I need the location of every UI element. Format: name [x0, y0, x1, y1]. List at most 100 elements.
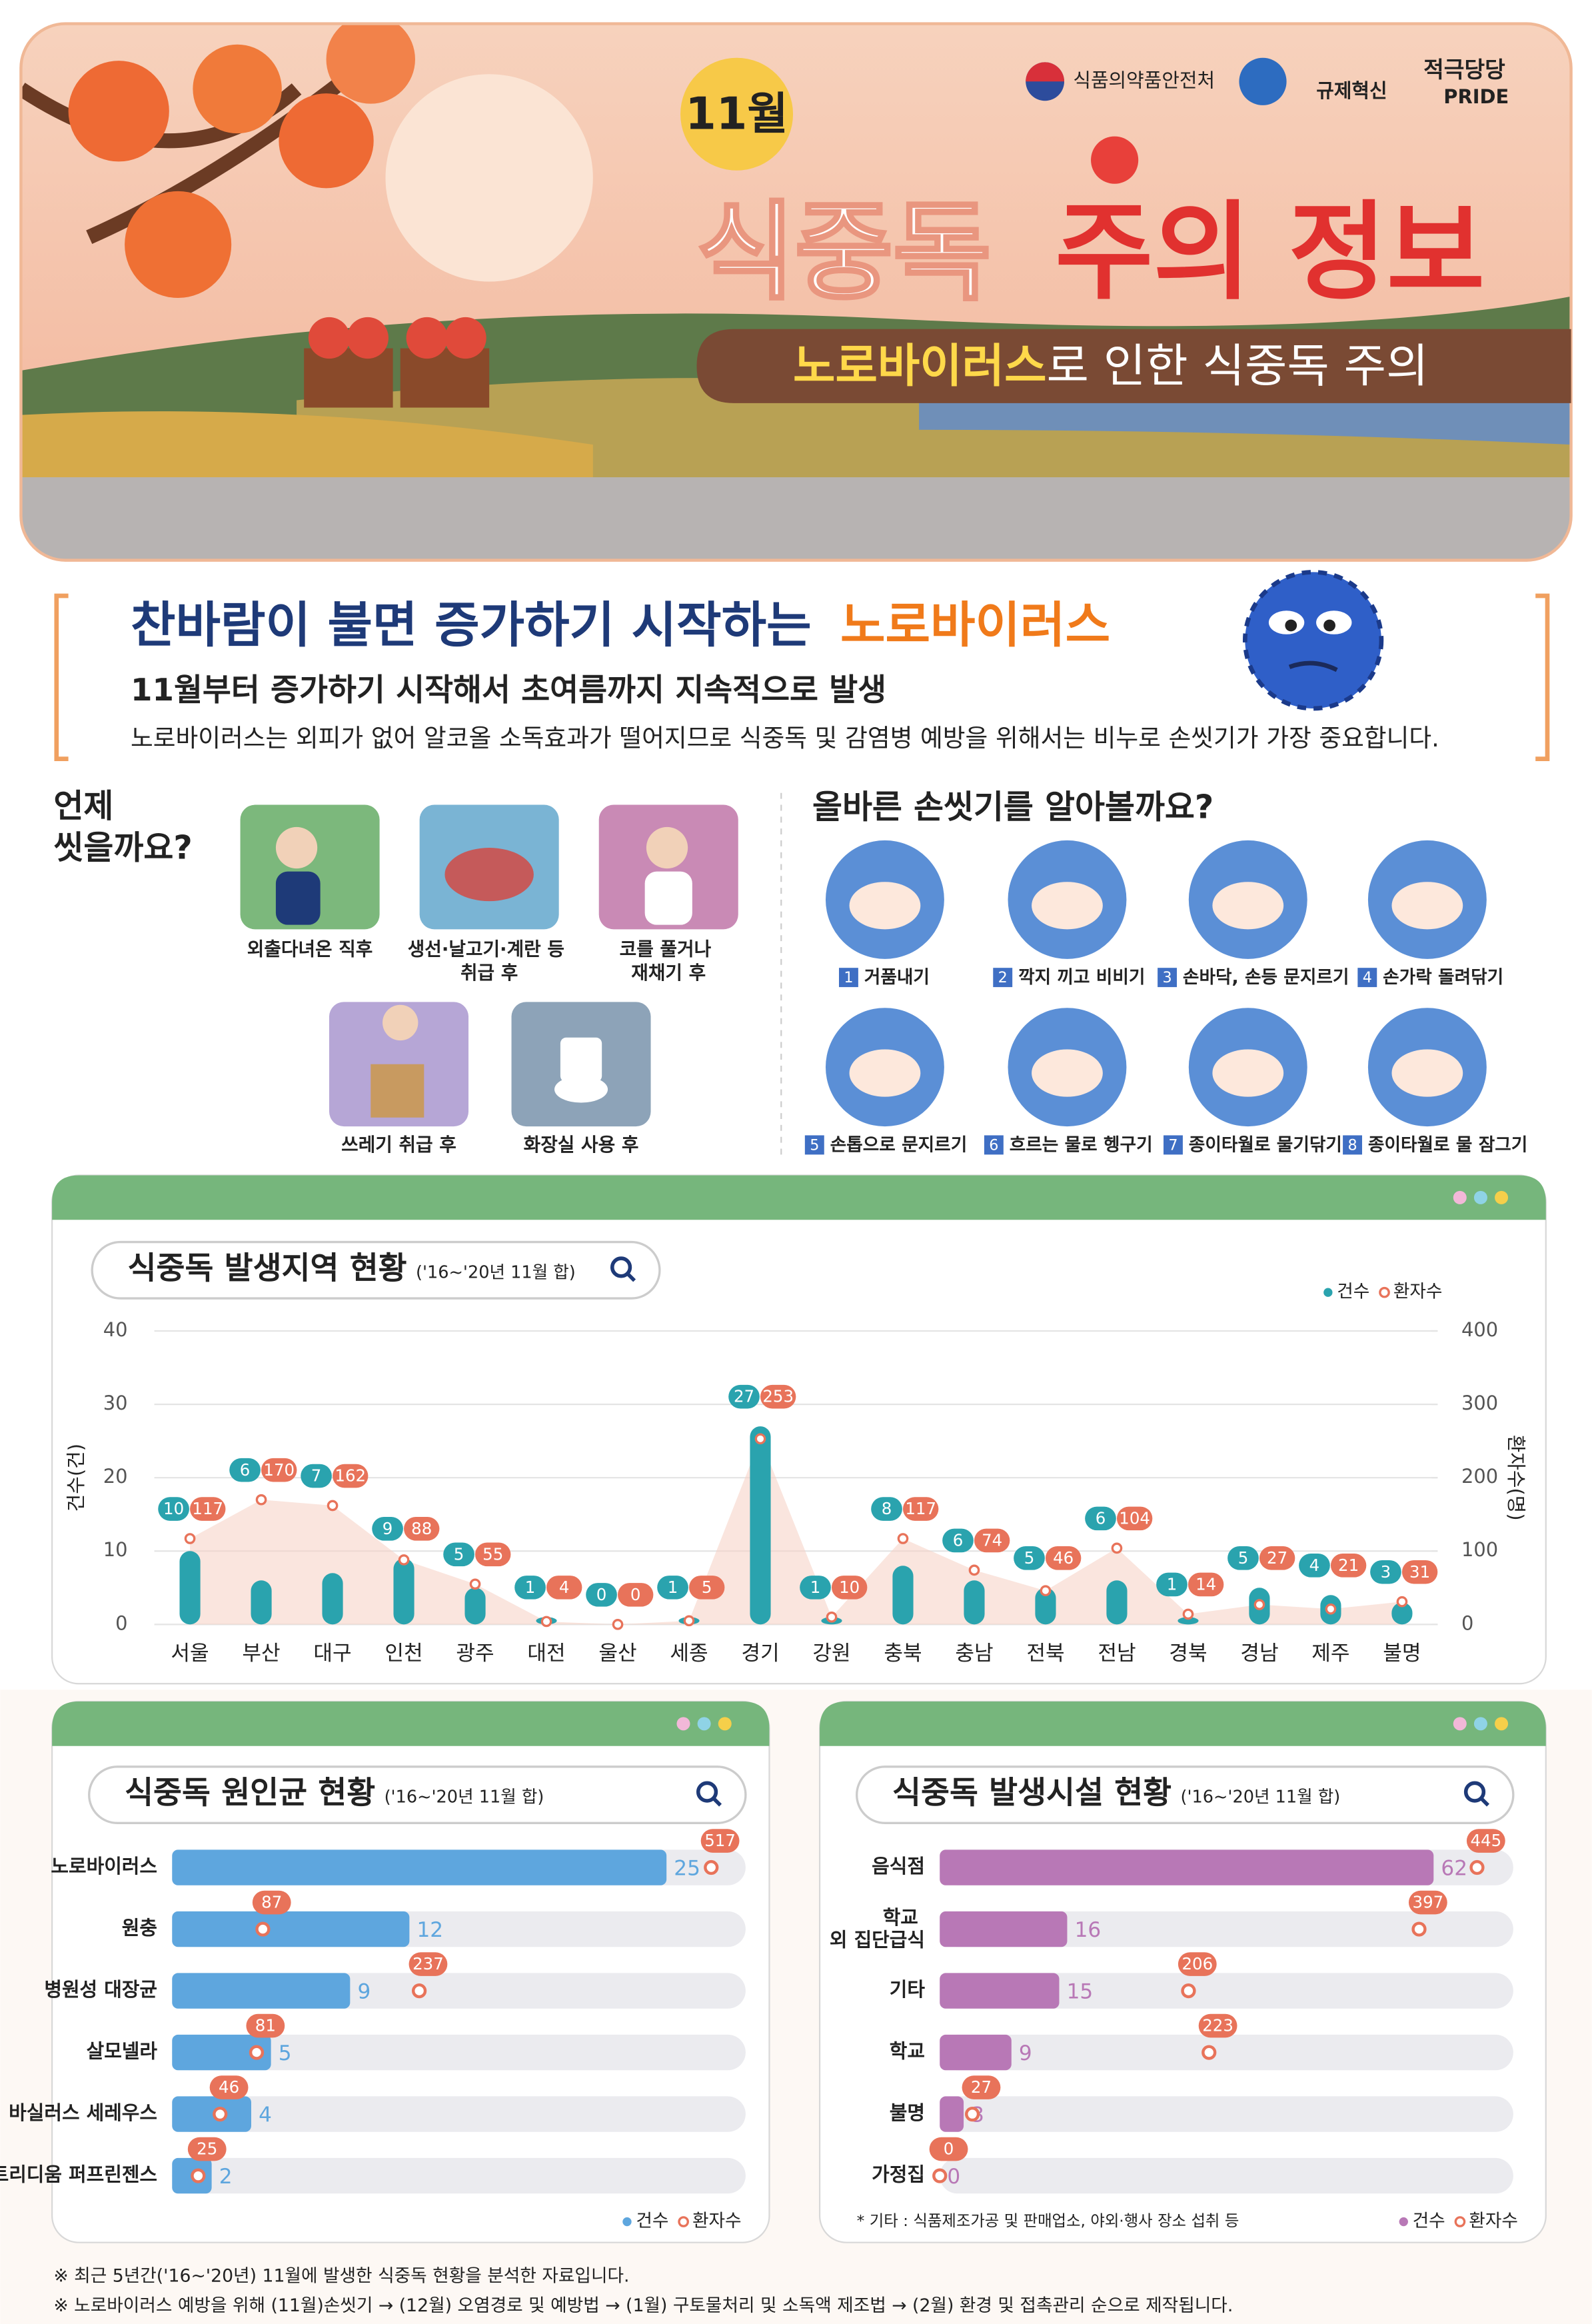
step-number-box: [804, 1135, 824, 1155]
value-label: 223: [1202, 2016, 1233, 2035]
handwash-title: 올바른 손씻기를 알아볼까요?: [812, 788, 1213, 826]
step-label: 손톱으로 문지르기: [830, 1135, 968, 1156]
intro-title-part: 찬바람이 불면 증가하기 시작하는: [131, 597, 812, 654]
patient-point: [327, 1500, 339, 1512]
legend-marker: [622, 2217, 632, 2227]
value-label: 31: [1409, 1562, 1430, 1582]
legend-label: 환자수: [1393, 1282, 1443, 1302]
patient-point: [1201, 2045, 1217, 2060]
value-label-bg: [1227, 1546, 1259, 1570]
search-pill: [91, 1240, 661, 1300]
y-tick-label: 0: [115, 1612, 127, 1634]
patient-point: [1253, 1599, 1265, 1610]
value-label-bg: [372, 1517, 403, 1541]
step-hands: [1391, 882, 1463, 930]
value-label: 25: [674, 1856, 700, 1880]
value-label-bg: [800, 1576, 831, 1600]
patient-point: [1325, 1603, 1337, 1615]
step-hands: [849, 1049, 921, 1097]
value-label-bg: [190, 1497, 226, 1521]
bar-track: [940, 2034, 1513, 2071]
value-label-bg: [1299, 1554, 1330, 1578]
patient-point: [184, 1533, 196, 1544]
virus-mascot: [1242, 570, 1384, 711]
bar: [179, 1551, 201, 1625]
value-label: 27: [971, 2077, 992, 2097]
value-label: 117: [192, 1499, 223, 1518]
bar-track: [172, 2096, 746, 2132]
step-label: 깍지 끼고 비비기: [1018, 967, 1145, 988]
value-label-bg: [404, 1517, 440, 1541]
step-hands: [1212, 1049, 1284, 1097]
value-label: 6: [953, 1531, 964, 1550]
bar: [1106, 1580, 1128, 1625]
patient-point: [965, 2106, 980, 2122]
y-tick-label: 클로스트리디움 퍼프린젠스: [0, 2163, 157, 2186]
logo: [1239, 57, 1287, 105]
step-hands: [1032, 1049, 1103, 1097]
x-tick-label: 대구: [313, 1642, 351, 1666]
step-label: 손가락 돌려닦기: [1383, 967, 1503, 988]
value-label: 27: [734, 1387, 754, 1406]
value-label-bg: [1014, 1546, 1045, 1570]
header-art: [21, 23, 1571, 561]
search-icon: [1479, 1796, 1490, 1807]
bar: [940, 1849, 1434, 1885]
card-dot: [1495, 1717, 1509, 1731]
y-tick-label: 기타: [890, 1978, 926, 2001]
card-dot: [1495, 1190, 1509, 1204]
patient-point: [897, 1533, 909, 1544]
bar: [172, 1849, 667, 1885]
card-dot: [1453, 1190, 1467, 1204]
value-label-bg: [209, 2075, 249, 2099]
x-tick-label: 불명: [1383, 1642, 1421, 1666]
y2-tick-label: 200: [1461, 1465, 1498, 1488]
card-dot: [676, 1717, 690, 1731]
bar: [464, 1588, 486, 1625]
bar: [322, 1573, 343, 1625]
patient-point: [1111, 1542, 1123, 1554]
value-label-bg: [514, 1576, 546, 1600]
legend-marker: [1454, 2216, 1466, 2227]
legend-label: 건수: [1337, 1282, 1369, 1302]
patient-point: [1396, 1596, 1408, 1608]
bar: [940, 1911, 1068, 1947]
value-label: 237: [412, 1954, 444, 1973]
value-label-bg: [929, 2137, 968, 2161]
step-label: 종이타월로 물기닦기: [1189, 1135, 1342, 1156]
chart-subtitle: ('16~'20년 11월 합): [385, 1787, 544, 1807]
patient-point: [968, 1564, 980, 1576]
chart-title: 식중독 원인균 현황: [125, 1775, 375, 1811]
value-label-bg: [1178, 1952, 1217, 1976]
value-label: 4: [559, 1578, 570, 1597]
step-number-box: [984, 1135, 1004, 1155]
y-tick-label: 30: [103, 1392, 128, 1414]
logo-text: PRIDE: [1443, 85, 1509, 108]
value-label-bg: [1156, 1572, 1188, 1597]
value-label: 27: [1267, 1548, 1287, 1568]
value-label: 162: [335, 1466, 366, 1486]
patient-point: [540, 1616, 552, 1628]
value-label-bg: [760, 1384, 796, 1409]
value-label: 0: [630, 1585, 641, 1604]
month: 11월: [685, 88, 788, 140]
value-label-bg: [1116, 1506, 1153, 1531]
legend-marker: [1323, 1288, 1333, 1297]
value-label: 12: [417, 1918, 444, 1942]
patient-point: [932, 2168, 948, 2183]
value-label-bg: [700, 1829, 740, 1853]
title-part: 주의 정보: [1055, 190, 1485, 315]
search-icon: [1463, 1781, 1486, 1803]
step-number-box: [1343, 1135, 1363, 1155]
agency-name: 식품의약품안전처: [1073, 69, 1215, 91]
value-label: 1: [525, 1578, 536, 1597]
bar: [940, 2034, 1012, 2071]
patient-point: [469, 1578, 481, 1590]
value-label-bg: [1408, 1890, 1447, 1915]
legend-label: 건수: [636, 2211, 668, 2231]
value-label-bg: [831, 1576, 868, 1600]
intro-lead: 11월부터 증가하기 시작해서 초여름까지 지속적으로 발생: [131, 672, 886, 708]
value-label: 5: [279, 2041, 292, 2065]
value-label: 21: [1338, 1556, 1359, 1575]
